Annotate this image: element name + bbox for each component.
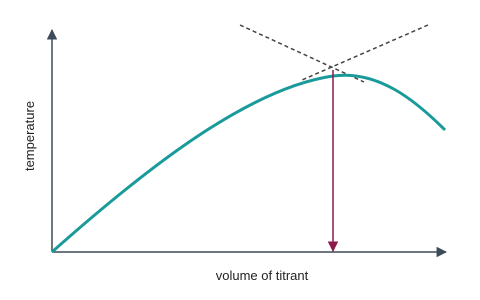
y-axis-label: temperature — [22, 101, 37, 171]
extrapolation-line — [301, 24, 429, 81]
titration-curve — [51, 73, 447, 254]
x-axis-label: volume of titrant — [216, 268, 309, 283]
extrapolation-line — [239, 24, 365, 83]
